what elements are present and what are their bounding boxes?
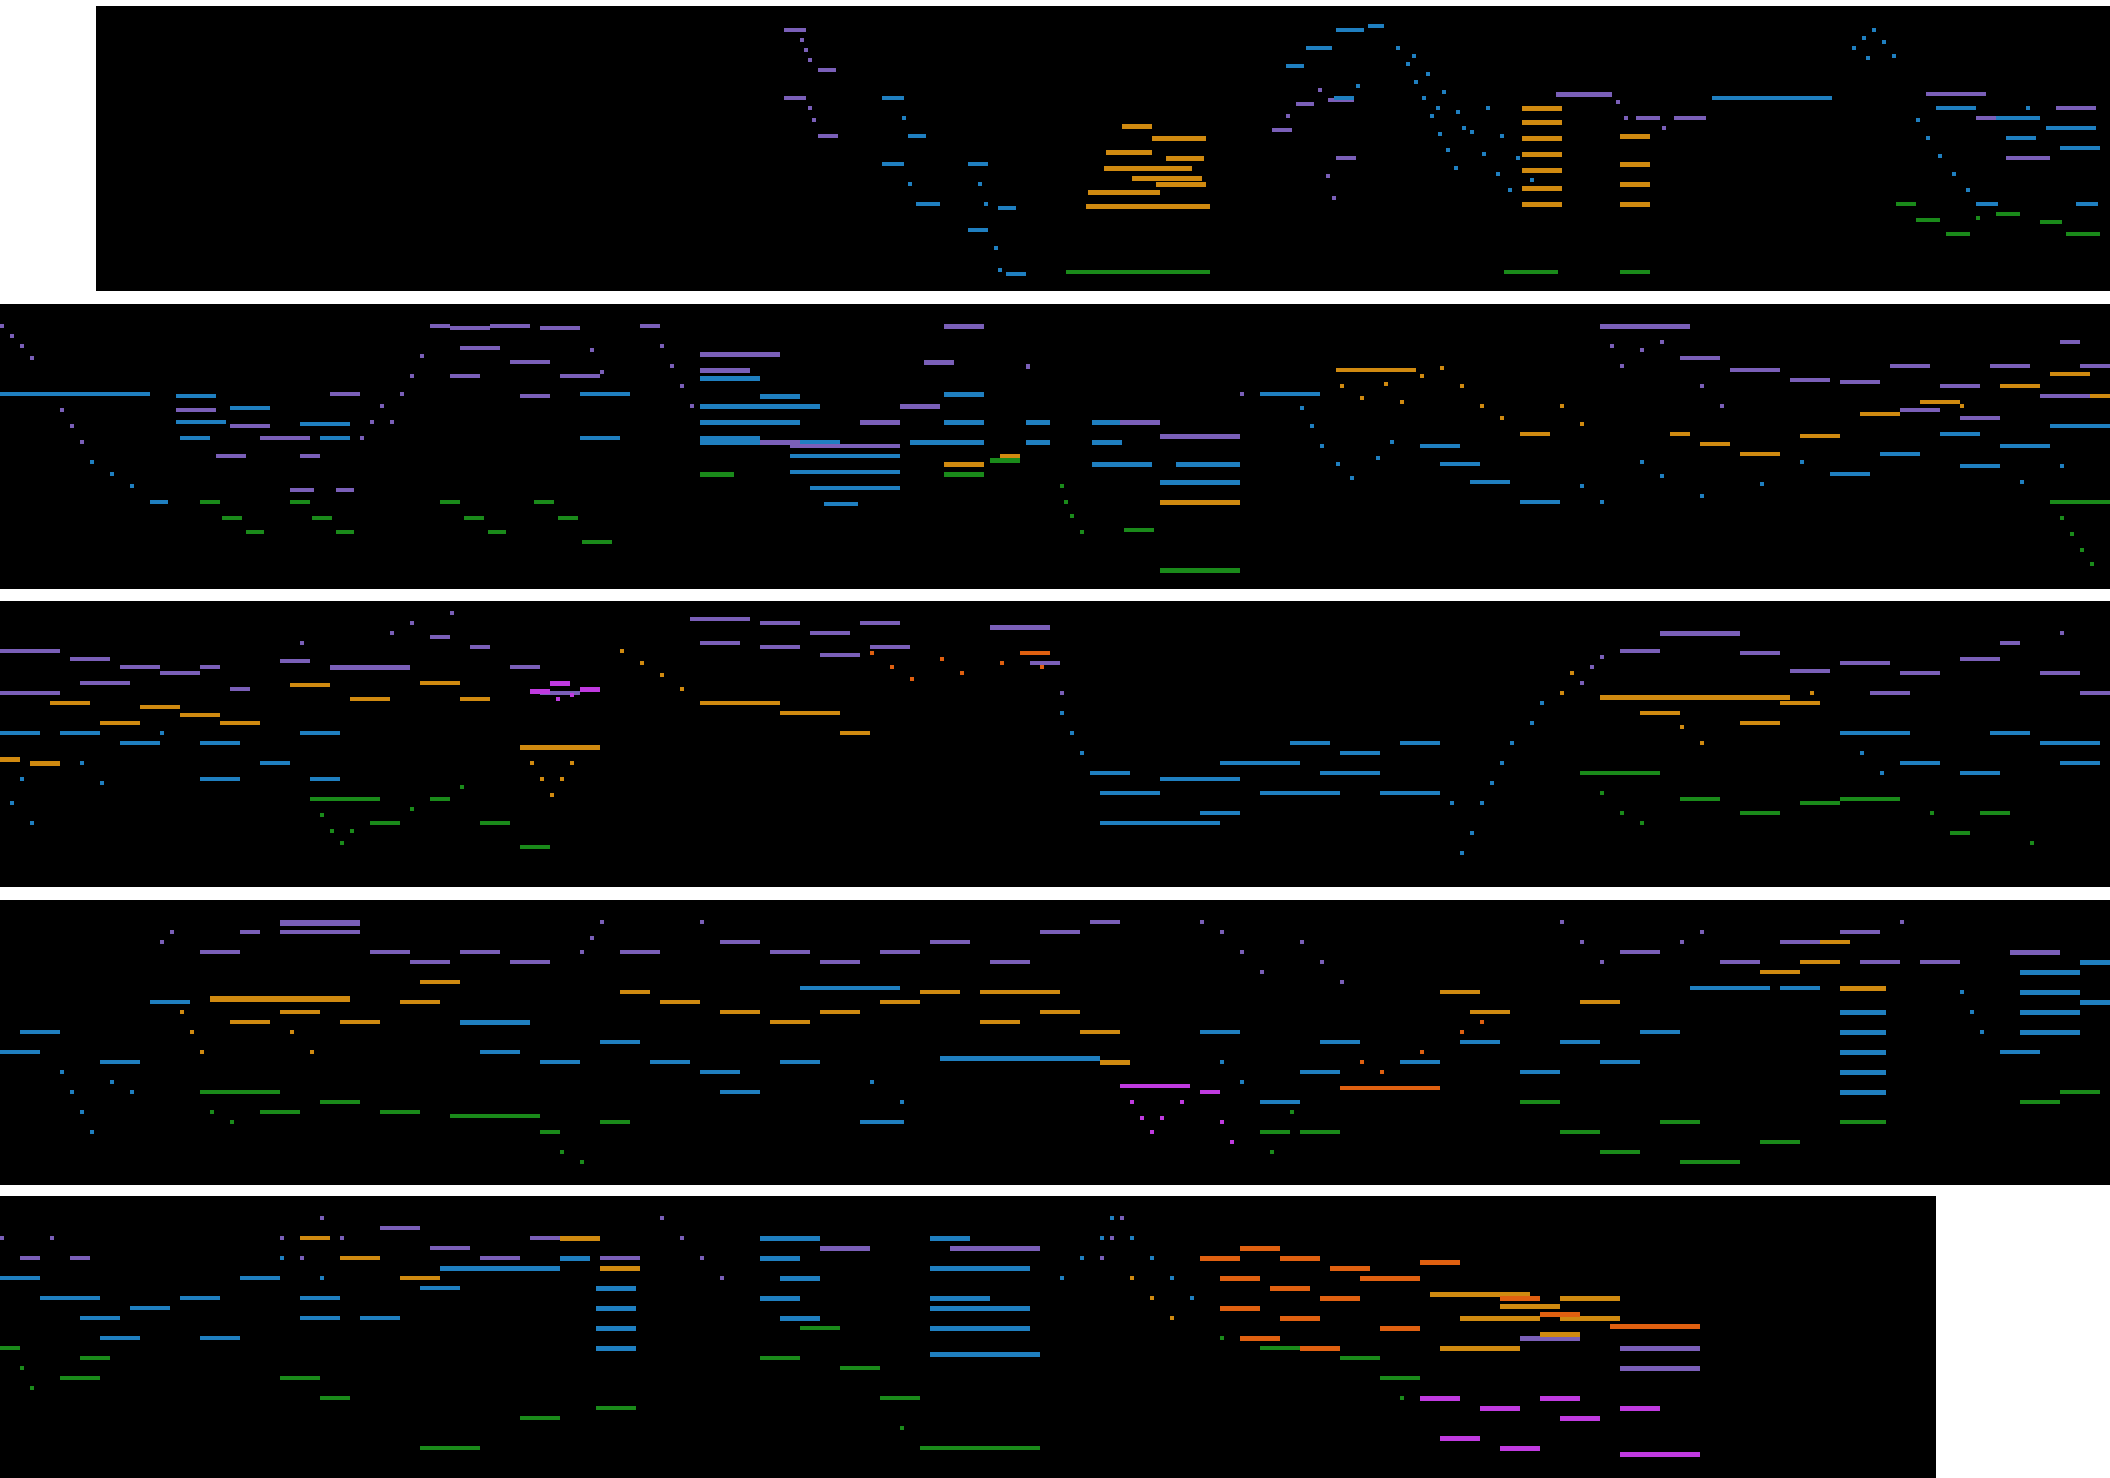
- notes-orange: [1200, 1246, 1700, 1351]
- notes-gold: [1086, 106, 1650, 209]
- piano-roll-strip-2: [0, 304, 2110, 589]
- note-canvas: [0, 1216, 1700, 1457]
- notes-magenta: [1420, 1396, 1700, 1457]
- notes-purple: [160, 920, 2060, 984]
- piano-roll-strip-3: [0, 601, 2110, 887]
- notes-blue: [0, 701, 2100, 855]
- notes-blue: [0, 1216, 1194, 1357]
- notes-gold: [944, 366, 2110, 505]
- piano-roll-strip-4: [0, 900, 2110, 1185]
- piano-roll-strip-1: [96, 6, 2110, 291]
- notes-orange: [870, 651, 1050, 681]
- notes-magenta: [530, 681, 600, 701]
- notes-purple: [784, 28, 2096, 200]
- note-canvas: [784, 24, 2100, 276]
- notes-green: [0, 1326, 1420, 1450]
- note-canvas: [0, 920, 2110, 1164]
- notes-blue: [882, 24, 2100, 276]
- notes-green: [1066, 202, 2100, 274]
- piano-roll-strip-5: [0, 1196, 1936, 1478]
- notes-gold: [0, 649, 1820, 797]
- notes-gold: [180, 940, 1886, 1065]
- notes-gold: [300, 1236, 1620, 1351]
- notes-purple: [0, 324, 2110, 492]
- notes-blue: [0, 376, 2110, 506]
- notes-purple: [0, 611, 2110, 695]
- notes-blue: [0, 960, 2110, 1134]
- notes-orange: [1340, 1020, 1484, 1090]
- notes-green: [200, 458, 2110, 573]
- note-canvas: [0, 324, 2110, 573]
- notes-green: [310, 771, 2034, 849]
- notes-magenta: [1120, 1084, 1234, 1144]
- notes-green: [200, 1090, 2100, 1164]
- note-canvas: [0, 611, 2110, 855]
- notes-purple: [0, 1216, 1700, 1371]
